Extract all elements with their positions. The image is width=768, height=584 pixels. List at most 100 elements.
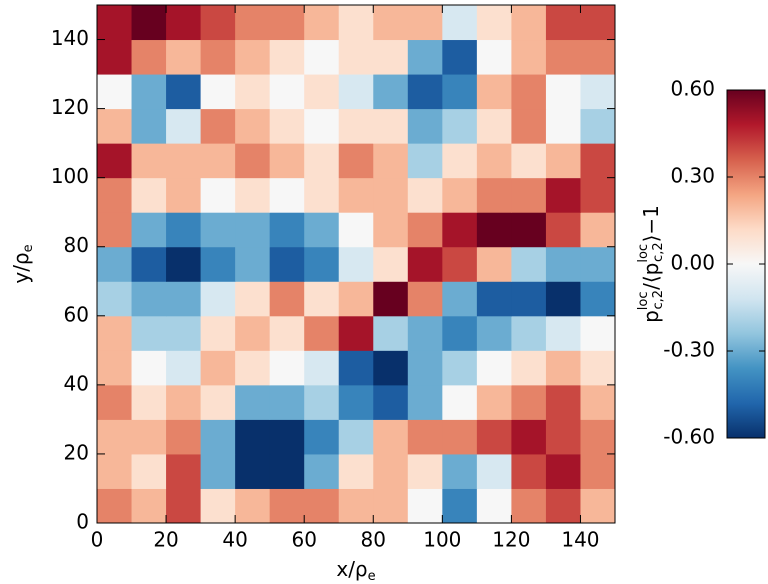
heatmap-cell	[338, 315, 374, 351]
heatmap-cell	[476, 488, 512, 524]
heatmap-cell	[200, 39, 236, 75]
heatmap-cell	[476, 315, 512, 351]
x-tick-label: 80	[361, 528, 386, 552]
heatmap-cell	[511, 74, 547, 110]
heatmap-cell	[407, 281, 443, 317]
heatmap-cell	[373, 350, 409, 386]
heatmap-cell	[131, 108, 167, 144]
heatmap-cell	[304, 212, 340, 248]
heatmap-cell	[511, 315, 547, 351]
heatmap-cell	[235, 453, 271, 489]
heatmap-cell	[476, 5, 512, 41]
colorbar-tick-label: 0.30	[670, 164, 715, 188]
heatmap-cell	[511, 108, 547, 144]
heatmap-cell	[373, 74, 409, 110]
heatmap-cell	[545, 453, 581, 489]
heatmap-cell	[511, 5, 547, 41]
heatmap-cell	[97, 108, 133, 144]
heatmap-cell	[304, 384, 340, 420]
heatmap-cell	[476, 350, 512, 386]
y-tick-label: 0	[76, 510, 89, 534]
heatmap-cell	[476, 74, 512, 110]
heatmap-cell	[338, 108, 374, 144]
colorbar-tick-label: -0.30	[663, 338, 715, 362]
heatmap-cell	[304, 177, 340, 213]
heatmap-cell	[235, 488, 271, 524]
heatmap-cell	[580, 177, 616, 213]
heatmap-cell	[166, 74, 202, 110]
heatmap-cell	[269, 74, 305, 110]
heatmap-cell	[338, 177, 374, 213]
heatmap-cell	[476, 419, 512, 455]
heatmap-cell	[235, 212, 271, 248]
heatmap-cell	[166, 419, 202, 455]
heatmap-cell	[373, 143, 409, 179]
heatmap-cell	[131, 384, 167, 420]
heatmap-cell	[373, 212, 409, 248]
heatmap-cell	[166, 5, 202, 41]
heatmap-cell	[338, 350, 374, 386]
heatmap-cell	[304, 488, 340, 524]
heatmap-cell	[304, 419, 340, 455]
heatmap-cell	[373, 419, 409, 455]
heatmap-cell	[511, 177, 547, 213]
heatmap-cell	[97, 212, 133, 248]
heatmap-cell	[131, 281, 167, 317]
heatmap-cell	[580, 453, 616, 489]
heatmap-cell	[200, 177, 236, 213]
heatmap-cell	[200, 488, 236, 524]
heatmap-cell	[545, 246, 581, 282]
heatmap-cell	[269, 350, 305, 386]
heatmap-cell	[338, 488, 374, 524]
heatmap-cell	[269, 281, 305, 317]
y-tick-label: 20	[64, 440, 89, 464]
heatmap-cell	[442, 350, 478, 386]
heatmap-cell	[269, 177, 305, 213]
heatmap-cell	[476, 281, 512, 317]
heatmap-cell	[442, 419, 478, 455]
heatmap-cell	[131, 177, 167, 213]
heatmap-cell	[373, 488, 409, 524]
heatmap-cell	[235, 281, 271, 317]
heatmap-cell	[235, 39, 271, 75]
colorbar-tick-label: -0.60	[663, 425, 715, 449]
heatmap-cell	[373, 384, 409, 420]
heatmap-cell	[131, 315, 167, 351]
heatmap-cell	[166, 315, 202, 351]
heatmap-cell	[235, 143, 271, 179]
heatmap-cell	[304, 74, 340, 110]
heatmap-cell	[511, 384, 547, 420]
x-tick-label: 20	[153, 528, 178, 552]
heatmap-cell	[97, 246, 133, 282]
heatmap-cell	[476, 246, 512, 282]
heatmap-cell	[97, 281, 133, 317]
x-tick-label: 100	[423, 528, 461, 552]
heatmap-cell	[580, 315, 616, 351]
heatmap-cell	[407, 246, 443, 282]
heatmap-cell	[131, 5, 167, 41]
heatmap-cell	[200, 384, 236, 420]
heatmap-cell	[407, 212, 443, 248]
heatmap-cell	[269, 488, 305, 524]
heatmap-cell	[235, 419, 271, 455]
heatmap-cell	[166, 246, 202, 282]
heatmap-cell	[269, 384, 305, 420]
heatmap-cell	[407, 143, 443, 179]
heatmap-cell	[442, 453, 478, 489]
heatmap-cell	[304, 108, 340, 144]
heatmap-cell	[269, 108, 305, 144]
heatmap-cell	[338, 281, 374, 317]
heatmap-cell	[476, 143, 512, 179]
x-tick-label: 0	[91, 528, 104, 552]
heatmap-cell	[304, 453, 340, 489]
heatmap-cell	[407, 39, 443, 75]
heatmap-cell	[269, 143, 305, 179]
heatmap-cell	[235, 384, 271, 420]
heatmap-cell	[407, 350, 443, 386]
heatmap-cell	[580, 488, 616, 524]
heatmap-cell	[442, 212, 478, 248]
heatmap-cell	[407, 177, 443, 213]
heatmap-cell	[235, 350, 271, 386]
heatmap-cell	[407, 315, 443, 351]
heatmap-cell	[235, 315, 271, 351]
